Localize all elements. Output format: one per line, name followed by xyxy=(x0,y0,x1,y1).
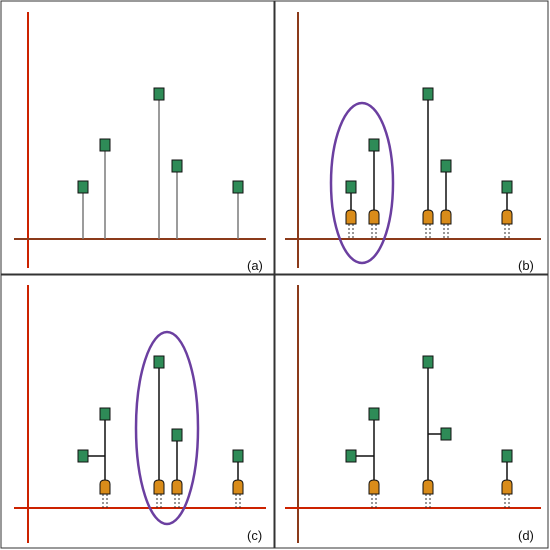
green-node xyxy=(345,180,357,194)
panel-border xyxy=(274,0,549,275)
green-node xyxy=(368,138,380,152)
panel-a: (a) xyxy=(0,0,275,275)
green-node xyxy=(77,449,89,463)
green-node xyxy=(232,449,244,463)
panel-label: (c) xyxy=(247,528,262,543)
panel-label: (d) xyxy=(518,528,534,543)
panel-label: (a) xyxy=(247,258,263,273)
green-node xyxy=(77,180,89,194)
orange-plug xyxy=(501,479,513,495)
green-node xyxy=(422,87,434,101)
panel-label: (b) xyxy=(518,258,534,273)
green-node xyxy=(368,407,380,421)
orange-plug xyxy=(501,209,513,225)
selection-ellipse xyxy=(134,330,200,526)
green-node xyxy=(99,138,111,152)
green-node xyxy=(171,159,183,173)
panel-border xyxy=(274,274,549,549)
green-node xyxy=(232,180,244,194)
green-node xyxy=(345,449,357,463)
orange-plug xyxy=(422,479,434,495)
orange-plug xyxy=(232,479,244,495)
panel-c: (c) xyxy=(0,274,275,549)
selection-ellipse xyxy=(329,101,395,265)
green-node xyxy=(501,180,513,194)
orange-plug xyxy=(153,479,165,495)
orange-plug xyxy=(171,479,183,495)
panel-b: (b) xyxy=(274,0,549,275)
panel-d: (d) xyxy=(274,274,549,549)
green-node xyxy=(99,407,111,421)
orange-plug xyxy=(422,209,434,225)
green-node xyxy=(171,428,183,442)
orange-plug xyxy=(99,479,111,495)
green-node xyxy=(422,355,434,369)
green-node xyxy=(153,87,165,101)
green-node xyxy=(440,159,452,173)
orange-plug xyxy=(368,209,380,225)
orange-plug xyxy=(440,209,452,225)
orange-plug xyxy=(345,209,357,225)
orange-plug xyxy=(368,479,380,495)
green-node xyxy=(440,427,452,441)
green-node xyxy=(153,355,165,369)
panel-border xyxy=(0,0,275,275)
green-node xyxy=(501,449,513,463)
